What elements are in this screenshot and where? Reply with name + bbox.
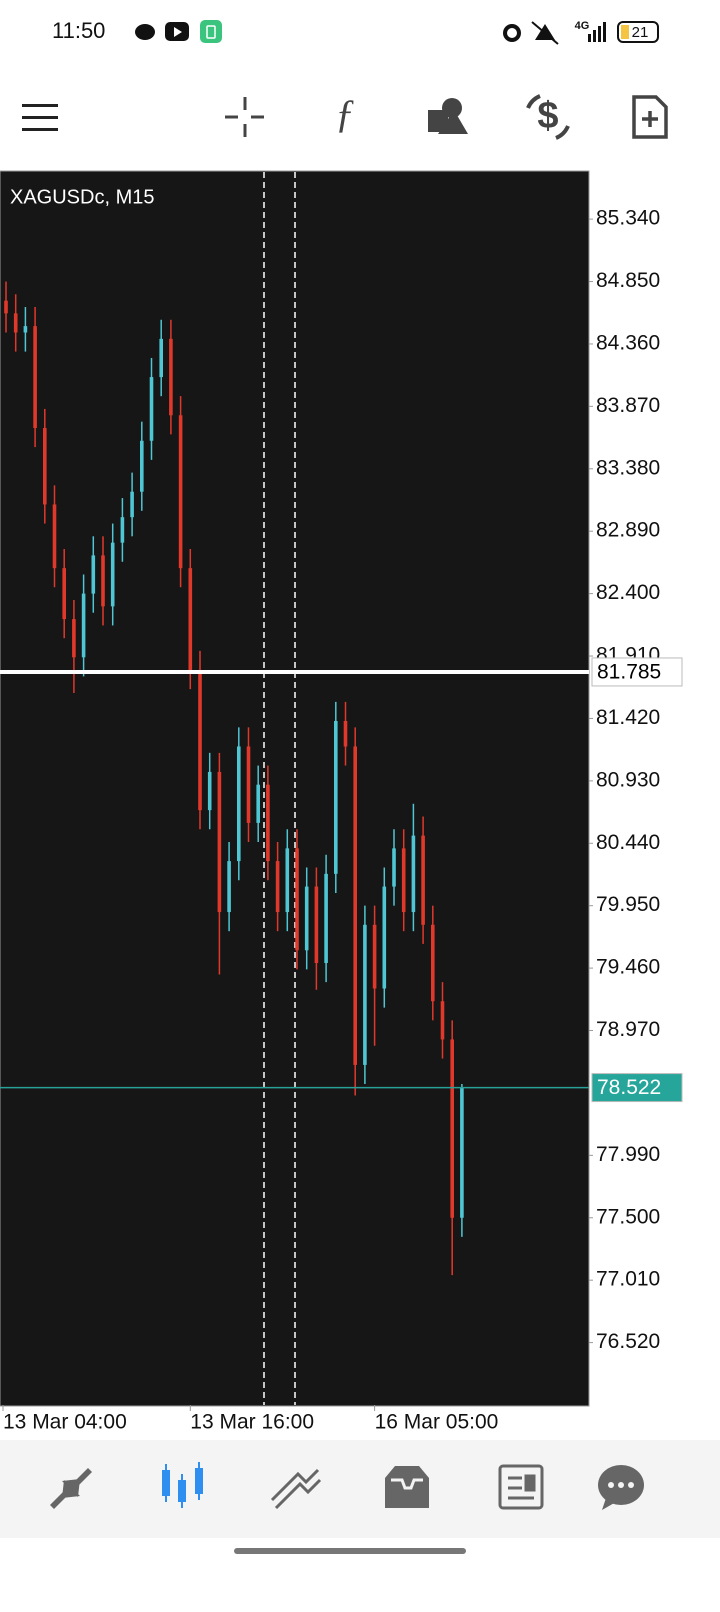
y-tick-label: 78.970 xyxy=(596,1018,660,1041)
candle-body xyxy=(285,848,290,913)
candle-body xyxy=(392,848,396,887)
price-label: 81.785 xyxy=(597,660,661,683)
svg-text:$: $ xyxy=(537,95,558,137)
candle-body xyxy=(169,338,173,416)
candle-body xyxy=(246,746,251,823)
candle-body xyxy=(324,873,328,964)
x-tick-label: 13 Mar 16:00 xyxy=(190,1411,314,1434)
status-time: 11:50 xyxy=(52,18,105,43)
candle-body xyxy=(295,848,299,951)
y-tick-label: 79.460 xyxy=(596,956,660,979)
candle-body xyxy=(207,771,212,811)
status-network: 4G xyxy=(575,20,590,32)
candle-body xyxy=(23,326,28,333)
candle-body xyxy=(382,886,387,989)
candle-body xyxy=(227,861,231,913)
candle-body xyxy=(266,784,270,862)
candle-body xyxy=(460,1087,464,1218)
y-tick-label: 77.010 xyxy=(596,1268,660,1291)
candle-body xyxy=(52,504,57,569)
candle-body xyxy=(343,720,348,747)
y-tick-label: 77.990 xyxy=(596,1143,660,1166)
candle-body xyxy=(91,555,96,594)
home-indicator xyxy=(234,1548,466,1554)
candle-body xyxy=(149,377,154,441)
chart-marks xyxy=(4,281,464,1276)
y-tick-label: 79.950 xyxy=(596,893,660,916)
x-tick-label: 13 Mar 04:00 xyxy=(3,1411,127,1434)
candle-body xyxy=(440,1001,445,1040)
candle-body xyxy=(334,720,338,874)
nav-chat[interactable] xyxy=(598,1465,644,1510)
candle-body xyxy=(13,313,18,333)
y-tick-label: 85.340 xyxy=(596,207,660,230)
candle-body xyxy=(33,326,37,429)
y-tick-label: 83.380 xyxy=(596,456,660,479)
crosshair-button[interactable] xyxy=(225,97,264,137)
candle-body xyxy=(275,861,280,913)
x-tick-label: 16 Mar 05:00 xyxy=(375,1411,499,1434)
y-tick-label: 76.520 xyxy=(596,1330,660,1353)
candle-body xyxy=(43,428,47,505)
y-tick-label: 77.500 xyxy=(596,1205,660,1228)
candle-body xyxy=(188,568,193,671)
price-label-bg xyxy=(591,1073,683,1103)
candle-body xyxy=(110,542,115,607)
candle-body xyxy=(372,924,377,989)
menu-button[interactable] xyxy=(22,104,58,131)
candle-body xyxy=(130,491,134,518)
candle-body xyxy=(198,670,202,811)
candle-body xyxy=(120,517,125,543)
candle-body xyxy=(178,415,183,569)
y-tick-label: 81.420 xyxy=(596,706,660,729)
trade-button[interactable]: $ xyxy=(526,94,570,140)
price-label: 78.522 xyxy=(597,1076,661,1099)
y-tick-label: 82.400 xyxy=(596,581,660,604)
y-tick-label: 84.360 xyxy=(596,332,660,355)
nav-quotes[interactable] xyxy=(50,1468,92,1509)
candle-body xyxy=(353,746,357,1065)
candle-body xyxy=(237,746,241,862)
candle-body xyxy=(159,338,163,378)
candle-body xyxy=(81,593,86,658)
nav-history[interactable] xyxy=(385,1466,429,1508)
candle-body xyxy=(140,440,144,492)
y-tick-label: 83.870 xyxy=(596,394,660,417)
candle-body xyxy=(401,848,406,913)
indicators-button[interactable]: ƒ xyxy=(335,91,355,136)
price-label-bg xyxy=(591,657,683,687)
candle-body xyxy=(314,886,319,964)
candle-body xyxy=(431,924,435,1002)
candle-body xyxy=(72,619,76,658)
candle-body xyxy=(450,1039,454,1218)
candle-body xyxy=(217,771,222,913)
status-battery: 21 xyxy=(632,24,649,41)
candle-body xyxy=(62,568,66,620)
candle-body xyxy=(101,555,105,607)
y-tick-label: 80.930 xyxy=(596,768,660,791)
candle-body xyxy=(363,924,367,1065)
new-order-button[interactable] xyxy=(632,95,668,139)
candle-body xyxy=(4,300,8,314)
y-tick-label: 82.890 xyxy=(596,519,660,542)
candle-body xyxy=(421,835,425,925)
nav-trade[interactable] xyxy=(270,1468,322,1510)
nav-news[interactable] xyxy=(498,1464,544,1510)
candle-body xyxy=(411,835,416,913)
nav-chart[interactable] xyxy=(162,1462,203,1508)
objects-button[interactable] xyxy=(428,98,468,134)
candle-body xyxy=(256,784,260,823)
status-app-icons xyxy=(135,20,222,43)
candle-body xyxy=(304,886,309,951)
y-tick-label: 84.850 xyxy=(596,269,660,292)
chart-title: XAGUSDc, M15 xyxy=(10,186,154,208)
status-system-icons xyxy=(503,21,659,45)
y-tick-label: 80.440 xyxy=(596,831,660,854)
